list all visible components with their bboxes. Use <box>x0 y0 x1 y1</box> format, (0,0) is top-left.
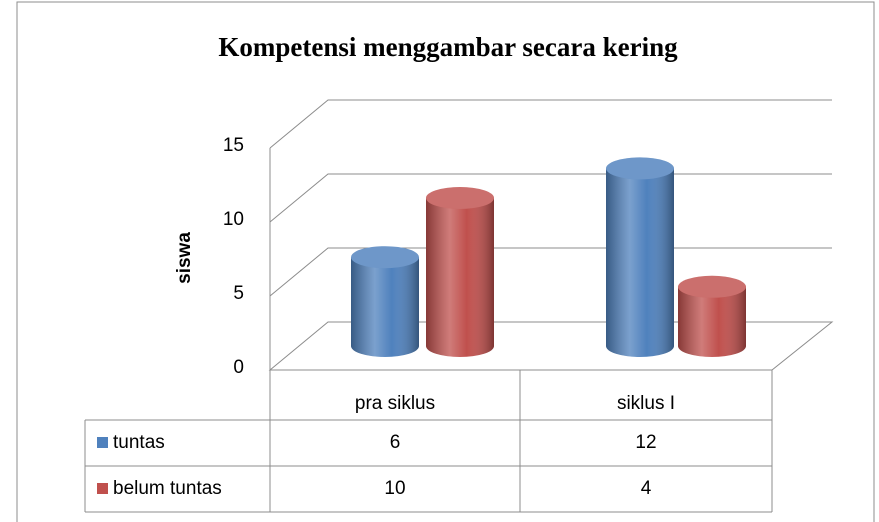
table-value: 12 <box>635 432 656 453</box>
table-value: 4 <box>641 478 652 499</box>
cylinder-top <box>678 275 746 298</box>
cylinder-shade <box>678 286 746 357</box>
y-tick-label: 5 <box>233 283 244 304</box>
grid-line <box>269 99 832 149</box>
y-tick-label: 10 <box>223 209 244 230</box>
cylinder-top-shade <box>351 246 419 269</box>
cylinder-top-shade <box>606 157 674 180</box>
y-axis-label: siswa <box>174 232 195 284</box>
grid-line <box>269 173 832 223</box>
y-tick-label: 0 <box>233 357 244 378</box>
cylinder-top <box>351 246 419 269</box>
x-tick-label: siklus I <box>617 393 675 414</box>
legend-label: belum tuntas <box>113 478 222 499</box>
legend-swatch <box>97 483 108 494</box>
cylinder-top <box>606 157 674 180</box>
legend-swatch <box>97 437 108 448</box>
table-value: 10 <box>384 478 405 499</box>
table-value: 6 <box>390 432 401 453</box>
chart-title: Kompetensi menggambar secara kering <box>218 32 678 62</box>
legend-label: tuntas <box>113 432 165 453</box>
chart-border <box>16 1 875 522</box>
y-tick-label: 15 <box>223 135 244 156</box>
cylinder-top <box>426 187 494 209</box>
cylinder-shade <box>606 168 674 357</box>
cylinder-top-shade <box>678 275 746 298</box>
cylinder-shade <box>351 257 419 357</box>
cylinder-shade <box>426 198 494 357</box>
cylinder-top-shade <box>426 187 494 209</box>
x-tick-label: pra siklus <box>355 393 435 414</box>
